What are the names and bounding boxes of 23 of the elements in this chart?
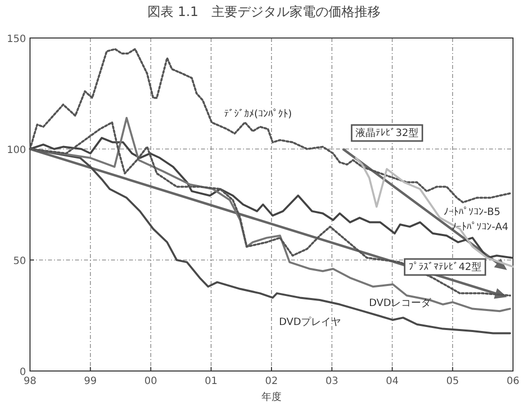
annotation: ﾌﾟﾗｽﾞﾏﾃﾚﾋﾞ42型 bbox=[408, 261, 482, 273]
x-tick-label: 05 bbox=[446, 376, 459, 387]
y-tick-label: 50 bbox=[13, 256, 26, 267]
y-tick-label: 150 bbox=[6, 34, 26, 45]
x-tick-label: 06 bbox=[506, 376, 520, 387]
x-axis-title: 年度 bbox=[262, 391, 282, 403]
annotation: DVDプレイヤ bbox=[278, 316, 342, 328]
y-tick-label: 100 bbox=[6, 145, 26, 156]
line-series bbox=[29, 136, 513, 259]
x-tick-label: 99 bbox=[84, 376, 97, 387]
annotation: ﾉｰﾄﾊﾟｿｺﾝ-A4 bbox=[452, 222, 508, 233]
x-tick-label: 00 bbox=[144, 376, 158, 387]
x-tick-label: 04 bbox=[386, 376, 399, 387]
chart-title: 図表 1.1 主要デジタル家電の価格推移 bbox=[148, 4, 380, 20]
x-tick-label: 02 bbox=[265, 376, 278, 387]
y-tick-label: 0 bbox=[20, 367, 26, 378]
x-tick-label: 01 bbox=[204, 376, 218, 387]
annotation: 液晶ﾃﾚﾋﾞ32型 bbox=[356, 127, 418, 139]
x-tick-label: 03 bbox=[326, 376, 338, 387]
annotation: ﾉｰﾄﾊﾟｿｺﾝ-B5 bbox=[444, 207, 500, 218]
annotation: DVDレコーダ bbox=[368, 297, 432, 309]
x-tick-label: 98 bbox=[24, 376, 36, 387]
annotation: ﾃﾞｼﾞｶﾒ(ｺﾝﾊﾟｸﾄ) bbox=[224, 108, 292, 120]
